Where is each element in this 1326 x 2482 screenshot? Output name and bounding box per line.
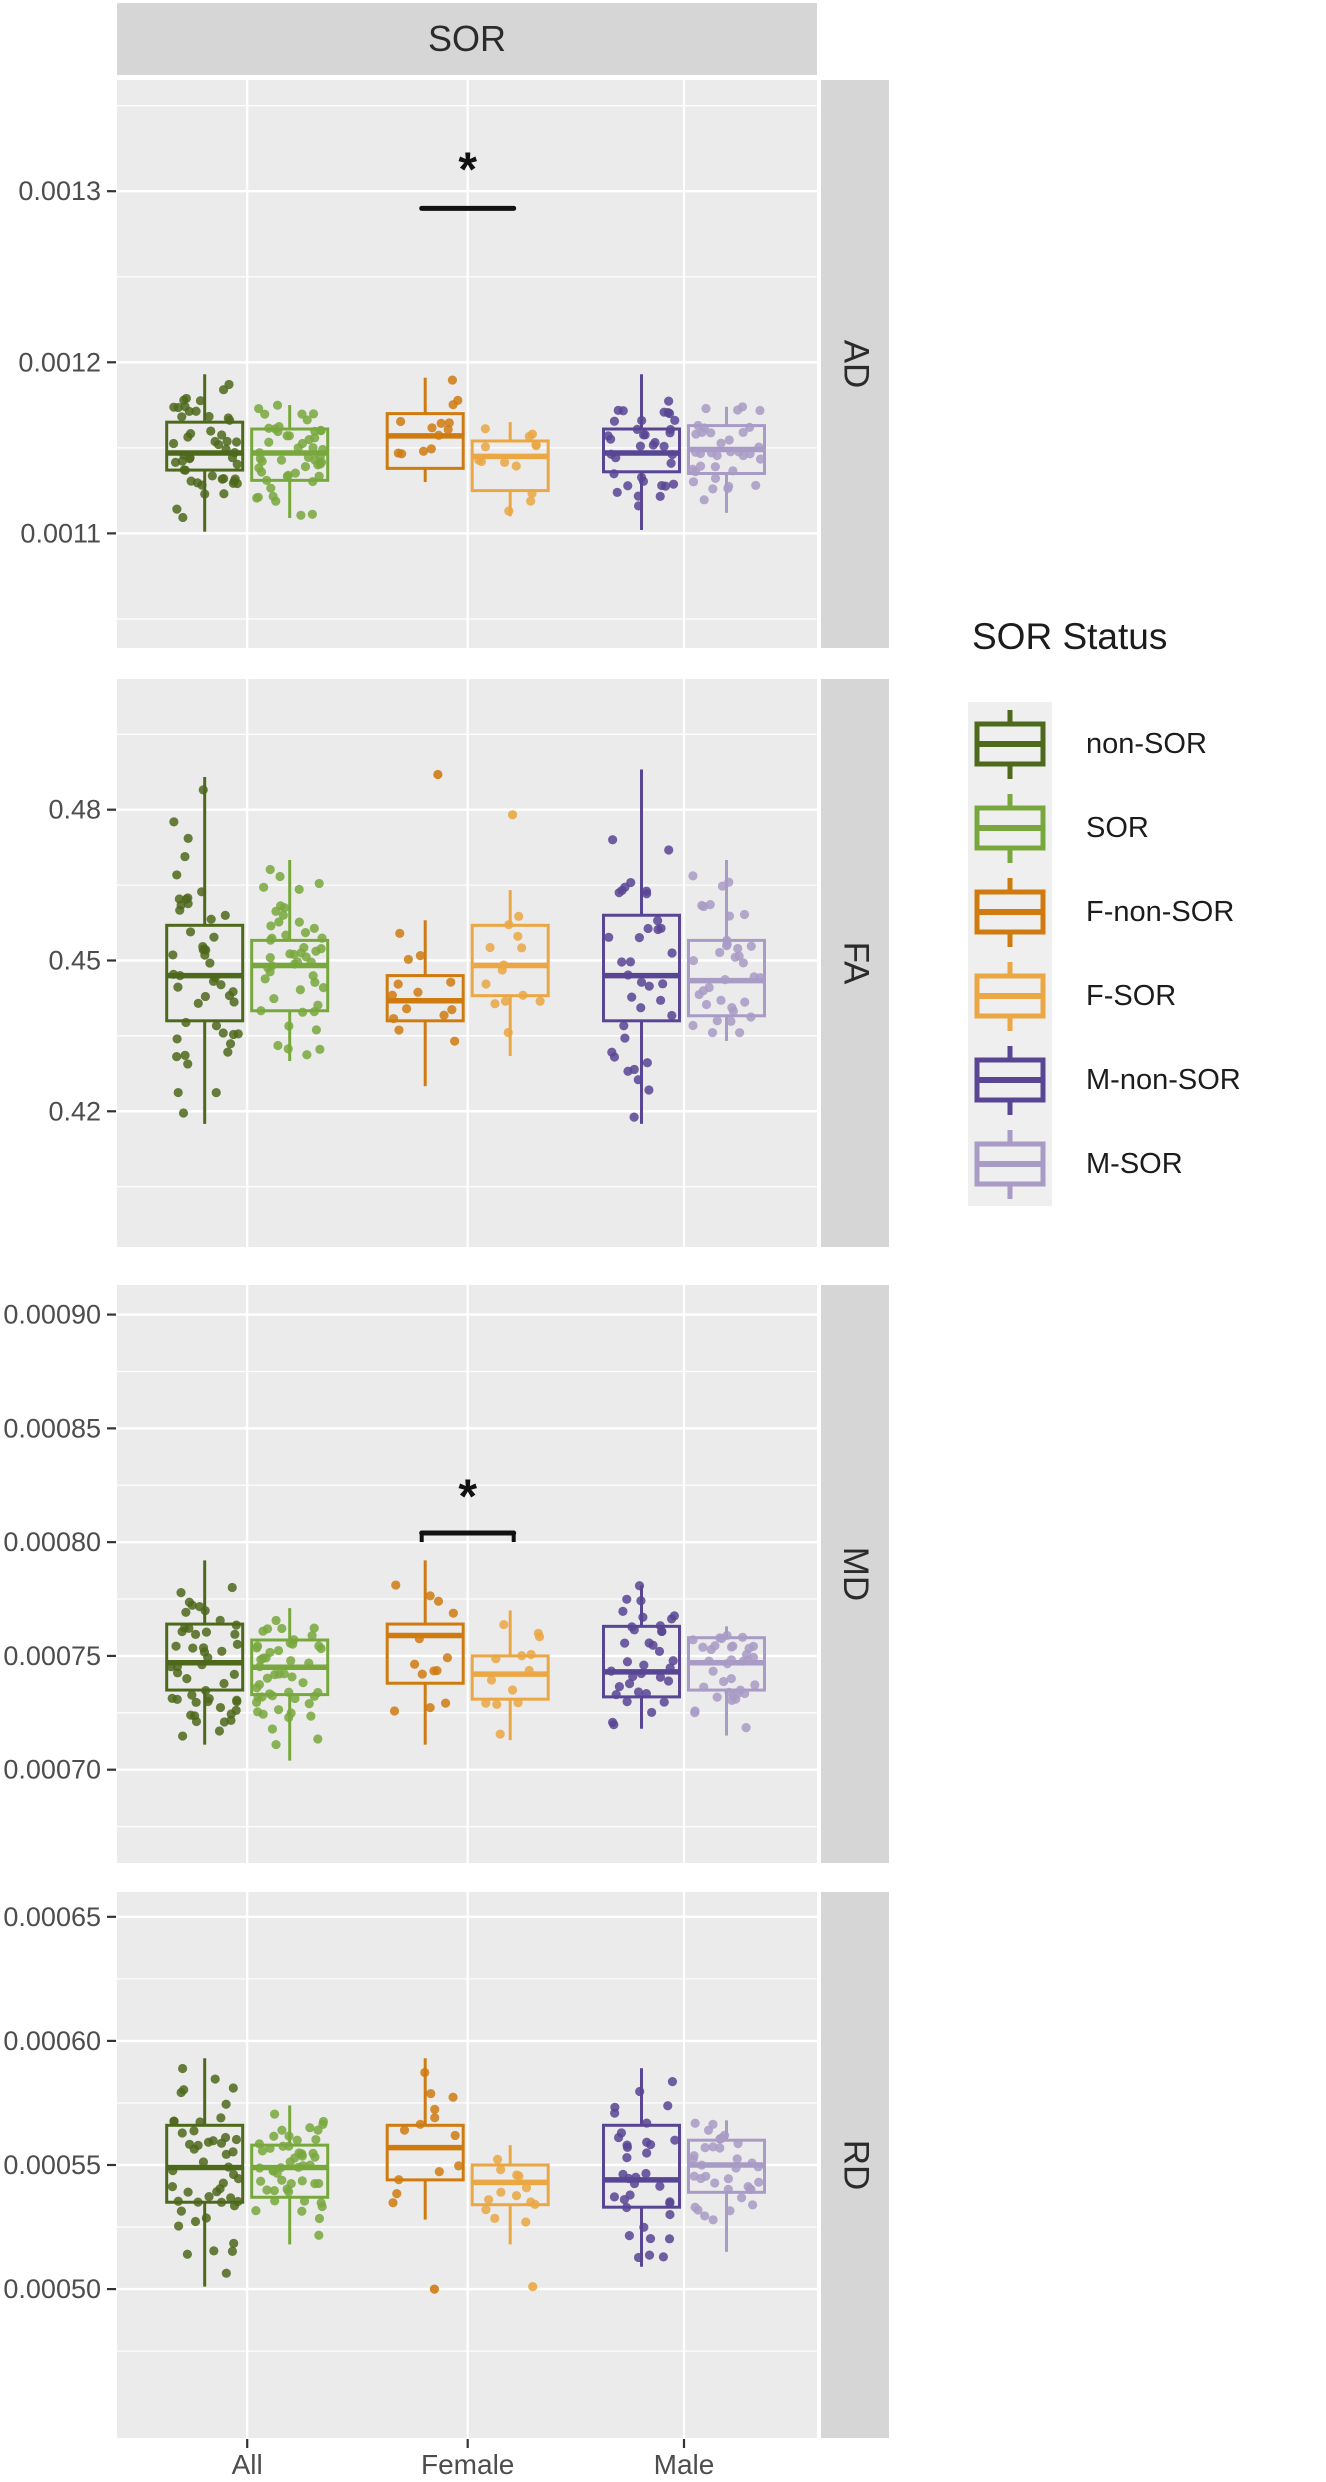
legend-label: F-SOR [1086,979,1177,1012]
boxplot-key-icon [968,1122,1052,1206]
facet-strip-top-label: SOR [427,18,506,59]
points-AD-F-non-SOR [393,375,463,459]
legend-entry-non-sor: non-SOR [968,702,1318,786]
y-tick-label: 0.00065 [3,1902,101,1932]
legend-entry-m-non-sor: M-non-SOR [968,1038,1318,1122]
significance-AD: * [419,143,517,211]
facet-strip-ad: AD [821,80,889,648]
facet-strip-fa: FA [821,679,889,1247]
points-AD-M-non-SOR [603,396,680,511]
points-FA-SOR [256,864,329,1060]
panel-MD: 0.00090 0.00085 0.00080 0.00075 0.00070 * [3,1285,817,1863]
y-tick-label: 0.42 [48,1096,101,1126]
boxplot-key-icon [968,870,1052,954]
box-AD-F-non-SOR [385,377,465,483]
x-axis: All Female Male [232,2439,715,2480]
y-tick-label: 0.00050 [3,2274,101,2304]
box-AD-F-SOR [470,422,550,517]
facet-strip-top: SOR [117,3,817,75]
legend-entry-m-sor: M-SOR [968,1122,1318,1206]
y-tick-label: 0.00080 [3,1527,101,1557]
points-FA-F-SOR [481,810,545,1038]
points-AD-M-SOR [688,402,766,505]
legend: SOR Status non-SOR SOR F-non-SOR F-SOR [968,616,1318,1206]
points-RD-M-non-SOR [609,2077,680,2263]
y-tick-label: 0.0012 [18,347,101,377]
box-MD-F-SOR [470,1610,550,1741]
y-tick-label: 0.48 [48,795,101,825]
legend-label: M-SOR [1086,1147,1183,1180]
y-tick-label: 0.0011 [20,518,101,548]
legend-entry-sor: SOR [968,786,1318,870]
significance-MD: * [419,1471,517,1543]
facet-strip-md-label: MD [836,1546,875,1602]
points-FA-F-non-SOR [387,769,460,1046]
y-tick-label: 0.00085 [3,1413,101,1443]
boxplot-key-icon [968,786,1052,870]
points-MD-non-SOR [166,1582,243,1741]
points-MD-SOR [251,1615,326,1750]
legend-label: M-non-SOR [1086,1063,1241,1096]
panel-FA: 0.48 0.45 0.42 [48,679,817,1247]
x-tick-label-all: All [232,2449,263,2480]
legend-label: F-non-SOR [1086,895,1235,928]
legend-entry-f-non-sor: F-non-SOR [968,870,1318,954]
points-AD-F-SOR [474,424,541,516]
significance-star: * [458,1471,477,1524]
legend-entry-f-sor: F-SOR [968,954,1318,1038]
boxplot-key-icon [968,954,1052,1038]
points-FA-M-non-SOR [604,835,677,1122]
legend-title: SOR Status [972,616,1168,657]
significance-star: * [458,143,477,196]
y-tick-label: 0.00055 [3,2150,101,2180]
box-FA-F-non-SOR [385,920,465,1087]
box-AD-non-SOR [165,374,245,532]
legend-label: non-SOR [1086,727,1207,760]
points-MD-M-SOR [688,1630,760,1733]
points-MD-F-non-SOR [389,1580,458,1716]
box-RD-SOR [250,2105,330,2245]
points-RD-F-non-SOR [388,2067,464,2294]
y-tick-label: 0.00060 [3,2026,101,2056]
facet-strip-fa-label: FA [835,941,875,985]
x-tick-label-male: Male [654,2449,715,2480]
box-RD-F-SOR [470,2145,550,2245]
box-FA-M-non-SOR [602,769,681,1124]
points-AD-non-SOR [168,379,242,523]
box-RD-F-non-SOR [385,2058,465,2220]
panel-RD: 0.00065 0.00060 0.00055 0.00050 [3,1892,817,2438]
points-AD-SOR [252,400,328,520]
panel-AD: 0.0013 0.0012 0.0011 * [18,80,817,648]
points-FA-non-SOR [168,785,243,1118]
points-MD-F-SOR [481,1619,545,1739]
facet-strip-rd-label: RD [836,2139,875,2191]
facet-strip-rd: RD [821,1892,889,2438]
facet-strip-ad-label: AD [836,339,875,389]
points-RD-non-SOR [167,2063,244,2278]
box-RD-M-non-SOR [602,2068,681,2267]
y-tick-label: 0.45 [48,945,101,975]
facet-strip-md: MD [821,1285,889,1863]
x-tick-label-female: Female [421,2449,514,2480]
box-MD-F-non-SOR [385,1560,465,1745]
points-RD-SOR [251,2109,329,2240]
points-MD-M-non-SOR [606,1581,679,1730]
box-AD-SOR [250,405,330,518]
y-tick-label: 0.00070 [3,1755,101,1785]
points-FA-M-SOR [688,871,765,1038]
points-RD-M-SOR [688,2118,764,2225]
boxplot-key-icon [968,1038,1052,1122]
y-tick-label: 0.00075 [3,1641,101,1671]
legend-label: SOR [1086,811,1149,844]
y-tick-label: 0.0013 [18,176,101,206]
points-RD-F-SOR [481,2154,540,2292]
boxplot-key-icon [968,702,1052,786]
y-tick-label: 0.00090 [3,1300,101,1330]
